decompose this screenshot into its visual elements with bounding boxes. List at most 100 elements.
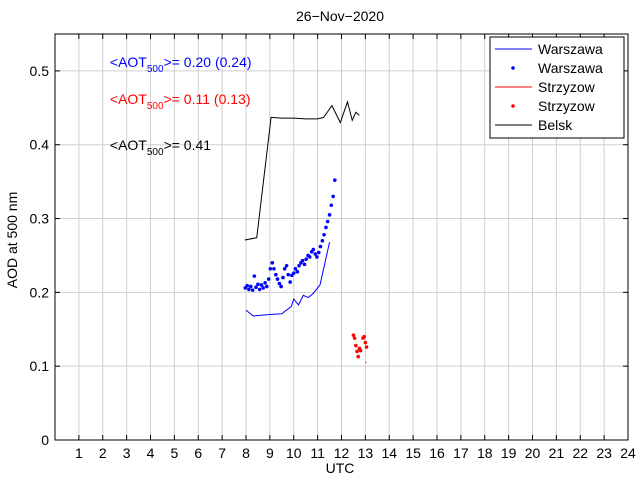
data-point-warszawa: [295, 269, 300, 274]
data-point-warszawa: [266, 277, 271, 281]
legend-swatch-point: [511, 66, 515, 70]
legend-label: Belsk: [538, 117, 573, 133]
y-tick-label: 0.3: [30, 211, 50, 227]
x-tick-label: 4: [147, 445, 155, 461]
data-point-warszawa: [250, 288, 255, 292]
data-point-warszawa: [264, 284, 269, 289]
aot-annotation: <AOT500>= 0.11 (0.13): [110, 91, 251, 112]
data-point-warszawa: [281, 275, 285, 280]
x-tick-label: 7: [218, 445, 226, 461]
y-axis-title: AOD at 500 nm: [4, 192, 20, 289]
legend: Warszawa Warszawa Strzyzow Strzyzow Belsk: [489, 36, 625, 139]
data-point-warszawa: [331, 194, 335, 199]
x-tick-label: 16: [429, 445, 445, 461]
data-point-warszawa: [252, 274, 257, 278]
x-tick-label: 17: [453, 445, 469, 461]
annotations: <AOT500>= 0.20 (0.24) <AOT500>= 0.11 (0.1…: [110, 54, 252, 158]
data-point-warszawa: [297, 263, 301, 268]
x-tick-label: 22: [572, 445, 588, 461]
data-point-warszawa: [254, 285, 258, 289]
x-tick-label: 6: [194, 445, 202, 461]
data-point-warszawa: [322, 232, 326, 237]
data-point-warszawa: [304, 257, 308, 261]
data-point-strzyzow: [354, 343, 358, 348]
data-point-warszawa: [245, 283, 249, 288]
y-tick-label: 0.1: [30, 358, 50, 374]
legend-swatch-point: [511, 104, 515, 108]
data-point-strzyzow: [363, 340, 368, 345]
x-tick-label: 23: [596, 445, 612, 461]
data-point-warszawa: [270, 261, 275, 265]
data-point-warszawa: [272, 266, 276, 271]
y-tick-label: 0.4: [30, 137, 50, 153]
data-point-warszawa: [282, 266, 287, 271]
x-tick-label: 20: [525, 445, 541, 461]
x-tick-label: 8: [242, 445, 250, 461]
data-point-warszawa: [261, 286, 265, 290]
x-tick-label: 2: [99, 445, 107, 461]
x-tick-label: 5: [170, 445, 178, 461]
x-tick-label: 10: [286, 445, 302, 461]
x-tick-label: 3: [123, 445, 131, 461]
x-tick-label: 24: [620, 445, 636, 461]
data-point-warszawa: [325, 219, 330, 224]
data-point-warszawa: [288, 280, 292, 284]
x-tick-label: 12: [334, 445, 350, 461]
x-axis-title: UTC: [326, 460, 355, 476]
legend-label: Warszawa: [538, 41, 603, 57]
data-point-warszawa: [318, 244, 323, 249]
data-point-warszawa: [333, 178, 337, 182]
data-point-warszawa: [291, 271, 296, 275]
data-point-strzyzow: [351, 333, 356, 337]
data-point-warszawa: [300, 258, 305, 263]
data-point-warszawa: [279, 284, 283, 289]
data-point-warszawa: [286, 272, 291, 277]
aot-annotation: <AOT500>= 0.41: [110, 137, 211, 158]
x-tick-label: 13: [358, 445, 374, 461]
y-tick-label: 0.5: [30, 63, 50, 79]
chart-title: 26−Nov−2020: [296, 8, 384, 24]
data-point-warszawa: [284, 263, 289, 268]
data-point-warszawa: [257, 287, 262, 292]
legend-label: Warszawa: [538, 60, 603, 76]
data-point-warszawa: [324, 225, 328, 230]
x-tick-label: 18: [477, 445, 493, 461]
x-tick-label: 15: [405, 445, 421, 461]
data-point-warszawa: [327, 213, 332, 217]
x-tick-label: 21: [549, 445, 565, 461]
data-point-strzyzow: [355, 349, 359, 354]
data-point-warszawa: [320, 238, 325, 243]
data-point-warszawa: [263, 280, 267, 285]
legend-label: Strzyzow: [538, 79, 596, 95]
data-point-warszawa: [268, 266, 273, 271]
data-point-strzyzow: [352, 336, 357, 340]
aot-annotation: <AOT500>= 0.20 (0.24): [110, 54, 252, 75]
x-tick-label: 1: [75, 445, 83, 461]
data-point-strzyzow: [356, 354, 361, 359]
data-point-strzyzow: [358, 348, 363, 353]
data-point-warszawa: [248, 284, 253, 289]
x-tick-label: 14: [381, 445, 397, 461]
x-tick-label: 9: [266, 445, 274, 461]
x-tick-label: 11: [310, 445, 325, 461]
data-point-strzyzow: [364, 345, 369, 349]
data-point-warszawa: [311, 247, 316, 252]
data-point-warszawa: [307, 255, 312, 259]
series-layer: [243, 100, 369, 363]
data-point-warszawa: [302, 262, 307, 267]
data-point-warszawa: [274, 272, 278, 277]
data-point-warszawa: [275, 277, 280, 281]
data-point-warszawa: [256, 282, 260, 287]
x-tick-label: 19: [501, 445, 517, 461]
grid: [55, 34, 628, 440]
y-tick-label: 0: [41, 432, 49, 448]
data-point-warszawa: [247, 287, 251, 292]
data-point-warszawa: [315, 255, 319, 259]
data-point-warszawa: [277, 281, 282, 286]
data-point-strzyzow: [362, 334, 366, 339]
data-point-warszawa: [329, 203, 334, 208]
series-line-warszawa: [245, 242, 331, 317]
data-point-warszawa: [317, 250, 321, 255]
data-point-warszawa: [259, 283, 264, 287]
y-tick-label: 0.2: [30, 284, 50, 300]
